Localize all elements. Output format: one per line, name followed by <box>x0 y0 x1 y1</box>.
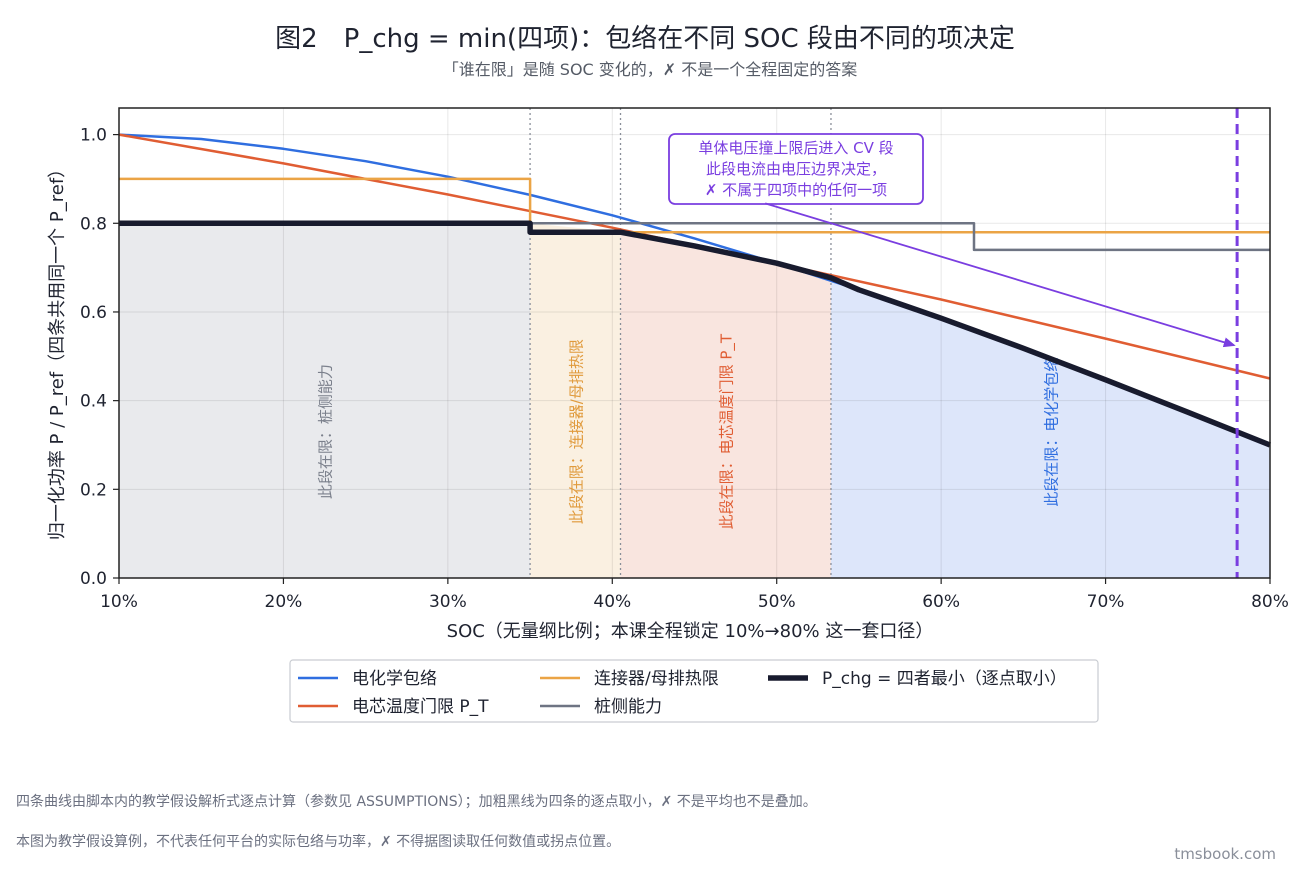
boundary-layer <box>529 108 832 578</box>
y-tick-label-5: 1.0 <box>80 126 107 146</box>
annotation-line-2: ✗ 不属于四项中的任何一项 <box>705 181 887 199</box>
series-line-3 <box>119 222 1270 252</box>
x-tick-label-7: 80% <box>1251 592 1289 612</box>
annotation-box <box>668 133 924 205</box>
region-label-0: 此段在限：桩侧能力 <box>317 364 335 499</box>
x-tick-label-6: 70% <box>1087 592 1125 612</box>
chart-title: 图2 P_chg = min(四项)：包络在不同 SOC 段由不同的项决定 <box>275 24 1015 54</box>
legend-label-4: P_chg = 四者最小（逐点取小） <box>822 669 1067 689</box>
x-tick-label-5: 60% <box>922 592 960 612</box>
x-tick-label-3: 40% <box>593 592 631 612</box>
series-layer <box>118 133 1272 448</box>
region-fill-3 <box>830 277 1270 578</box>
y-tick-label-4: 0.8 <box>80 214 107 234</box>
brand-watermark: tmsbook.com <box>1174 845 1276 863</box>
x-tick-label-4: 50% <box>758 592 796 612</box>
tick-layer: 10% 20% 30% 40% 50% 60% 70% 80% 0.0 0.2 0.4 0.6 0.8 1… <box>80 126 1289 612</box>
plot-frame <box>118 107 1271 579</box>
y-tick-label-0: 0.0 <box>80 569 107 589</box>
region-label-layer: 此段在限：桩侧能力 此段在限：连接器/母排热限 此段在限：电芯温度门限 P_T 此段在… <box>317 333 1061 529</box>
region-fill-2 <box>620 232 831 578</box>
chart-subtitle: 「谁在限」是随 SOC 变化的，✗ 不是一个全程固定的答案 <box>443 60 858 79</box>
y-axis-label: 归一化功率 P / P_ref（四条共用同一个 P_ref） <box>47 160 68 540</box>
legend-label-0: 电化学包络 <box>352 669 437 689</box>
series-line-4 <box>119 220 1272 448</box>
region-label-3: 此段在限：电化学包络 <box>1042 357 1060 507</box>
y-tick-label-1: 0.2 <box>80 480 107 500</box>
x-tick-label-0: 10% <box>100 592 138 612</box>
footer-note-1: 四条曲线由脚本内的教学假设解析式逐点计算（参数见 ASSUMPTIONS）；加粗… <box>16 794 817 810</box>
footer-note-2: 本图为教学假设算例，不代表任何平台的实际包络与功率，✗ 不得据图读取任何数值或拐… <box>16 834 621 850</box>
x-axis-label: SOC（无量纲比例；本课全程锁定 10%→80% 这一套口径） <box>447 621 934 642</box>
annotation-arrow <box>764 202 1236 348</box>
region-fill-0 <box>119 223 531 578</box>
region-fill-1 <box>530 223 621 578</box>
annotation-line-1: 此段电流由电压边界决定， <box>706 160 886 178</box>
y-tick-label-2: 0.4 <box>80 392 107 412</box>
legend-label-2: 连接器/母排热限 <box>594 669 719 689</box>
y-tick-label-3: 0.6 <box>80 303 107 323</box>
series-line-2 <box>119 177 1270 234</box>
x-tick-label-2: 30% <box>429 592 467 612</box>
region-layer <box>119 223 1270 578</box>
legend-box <box>289 659 1099 723</box>
legend-label-1: 电芯温度门限 P_T <box>352 697 489 717</box>
chart: 图2 P_chg = min(四项)：包络在不同 SOC 段由不同的项决定 「谁… <box>47 24 1289 723</box>
region-label-2: 此段在限：电芯温度门限 P_T <box>718 333 737 529</box>
legend-label-3: 桩侧能力 <box>594 697 662 717</box>
region-label-1: 此段在限：连接器/母排热限 <box>567 339 585 524</box>
annotation-line-0: 单体电压撞上限后进入 CV 段 <box>698 139 893 157</box>
x-tick-label-1: 20% <box>265 592 303 612</box>
